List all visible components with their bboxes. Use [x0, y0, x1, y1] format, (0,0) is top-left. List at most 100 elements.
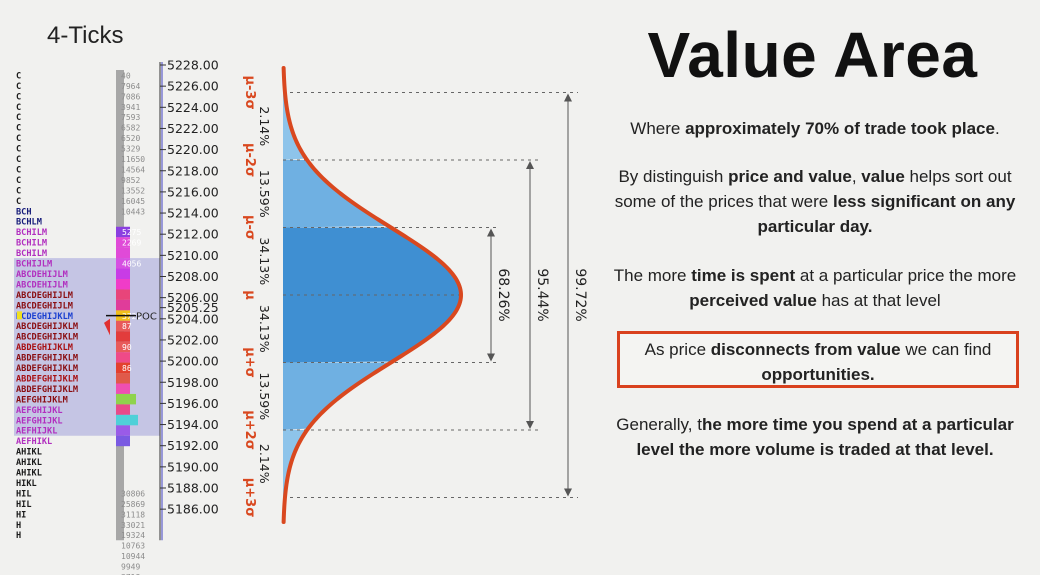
profile-bar: [116, 414, 138, 426]
bell-curve: [281, 66, 463, 524]
band-percent-label: 34.13%: [257, 237, 272, 285]
profile-letters: BCHILM: [16, 249, 47, 259]
profile-letters: H: [16, 531, 21, 541]
price-label: 5208.00: [167, 269, 219, 284]
profile-bar: [116, 299, 130, 311]
volume-value: 7964: [121, 82, 140, 91]
price-label: 5205.25: [167, 300, 219, 315]
profile-letters: AEFHIJKL: [16, 427, 57, 437]
p3-text-b: time is spent: [691, 266, 796, 285]
p4-text-b: disconnects from value: [710, 340, 901, 359]
band-percent-label: 13.59%: [257, 170, 272, 218]
span-arrow-head: [564, 488, 572, 497]
volume-value: 11650: [121, 155, 145, 164]
p4-text-c: we can find: [900, 340, 992, 359]
p3-text-e: has at that level: [816, 291, 941, 310]
sigma-level-label: μ+2σ: [242, 410, 257, 450]
price-label: 5214.00: [167, 206, 219, 221]
price-label: 5192.00: [167, 438, 219, 453]
one-sigma-band: [283, 227, 461, 363]
profile-letters: BCH: [16, 207, 32, 217]
profile-letters: ABDEFGHIJKLM: [16, 364, 78, 374]
profile-bar: [116, 268, 130, 279]
price-label: 5218.00: [167, 163, 219, 178]
price-label: 5196.00: [167, 396, 219, 411]
span-arrow-head: [564, 93, 572, 102]
profile-letters: C: [16, 71, 21, 81]
normal-distribution-chart: μ-3σμ-2σμ-σμμ+σμ+2σμ+3σ2.14%13.59%34.13%…: [242, 66, 588, 524]
volume-value: 31118: [121, 510, 145, 519]
profile-letters: ABCDEGHIJKLM: [16, 333, 78, 343]
sigma-level-label: μ-σ: [242, 215, 257, 240]
profile-bar: [116, 425, 130, 436]
profile-letters: C: [16, 176, 21, 186]
price-label: 5194.00: [167, 417, 219, 432]
profile-letters: C: [16, 124, 21, 134]
bar-value: 87: [122, 322, 132, 331]
profile-letters: C: [16, 134, 21, 144]
price-label: 5200.00: [167, 354, 219, 369]
span-arrow-head: [526, 161, 534, 169]
profile-bar: [116, 289, 130, 300]
p5-text-b: he more time you spend at a particular l…: [636, 415, 1014, 459]
profile-letters: HI: [16, 510, 26, 520]
price-label: 5224.00: [167, 100, 219, 115]
span-percent-label: 95.44%: [534, 268, 550, 321]
profile-letters: ABDEGHIJKLM: [16, 343, 73, 353]
band-percent-label: 34.13%: [257, 305, 272, 353]
market-profile-chart: CCCCCCCCCCCCCBCHBCHLMBCHILMBCHILMBCHILMB…: [14, 58, 219, 575]
volume-value: 25869: [121, 500, 145, 509]
profile-letters: AEFGHIJKLM: [16, 395, 68, 405]
profile-letters: ABCDEGHIJKLM: [16, 322, 78, 332]
price-label: 5202.00: [167, 332, 219, 347]
price-label: 5186.00: [167, 502, 219, 517]
volume-value: 9949: [121, 563, 140, 572]
p2-text-b: price and value: [728, 167, 852, 186]
price-label: 5222.00: [167, 121, 219, 136]
p4-text-a: As price: [644, 340, 711, 359]
profile-letters: C: [16, 165, 21, 175]
volume-value: 9852: [121, 176, 140, 185]
tail-band-lower: [283, 430, 308, 498]
profile-letters: ABCDEHIJLM: [16, 270, 68, 280]
profile-letters: BCHLM: [16, 218, 42, 228]
profile-letters: ABCDEGHIJLM: [16, 301, 73, 311]
volume-value: 10944: [121, 552, 145, 561]
profile-letters: AHIKL: [16, 458, 42, 468]
bar-value: 4056: [122, 260, 141, 269]
p1-text-a: Where: [630, 119, 686, 138]
band-percent-label: 2.14%: [257, 106, 272, 146]
profile-letters: HIL: [16, 489, 32, 499]
volume-value: 7593: [121, 113, 140, 122]
sigma-level-label: μ-3σ: [242, 75, 257, 109]
profile-letters: AHIKL: [16, 448, 42, 458]
profile-bar: [116, 435, 130, 447]
opportunity-paragraph: As price disconnects from value we can f…: [617, 337, 1019, 387]
profile-bar: [116, 237, 130, 248]
profile-letters: C: [16, 103, 21, 113]
profile-letters: C: [16, 145, 21, 155]
sigma-level-label: μ-2σ: [242, 143, 257, 177]
page-title: Value Area: [647, 19, 978, 91]
p1-text-c: .: [994, 119, 1000, 138]
p3-text-d: perceived value: [689, 291, 817, 310]
volume-value: 19324: [121, 531, 145, 540]
volume-value: 10763: [121, 542, 145, 551]
p3-text-c: at a particular price the more: [795, 266, 1017, 285]
volume-value: 5329: [121, 145, 140, 154]
p2-text-e: helps sort out some of the prices that w…: [614, 167, 1012, 211]
volume-value: 33021: [121, 521, 145, 530]
price-label: 5206.00: [167, 290, 219, 305]
profile-bar: [116, 393, 136, 405]
profile-letters: H: [16, 521, 21, 531]
p2-text-a: By distinguish: [618, 167, 729, 186]
profile-letters: ABCDEHIJLM: [16, 280, 68, 290]
price-label: 5210.00: [167, 248, 219, 263]
volume-value: 14564: [121, 165, 145, 174]
p2-text-d: value: [861, 167, 905, 186]
profile-bar: [116, 341, 130, 353]
profile-letters: AHIKL: [16, 469, 42, 479]
profile-bar: [116, 258, 130, 269]
price-label: 5204.00: [167, 311, 219, 326]
profile-bar: [116, 226, 130, 238]
